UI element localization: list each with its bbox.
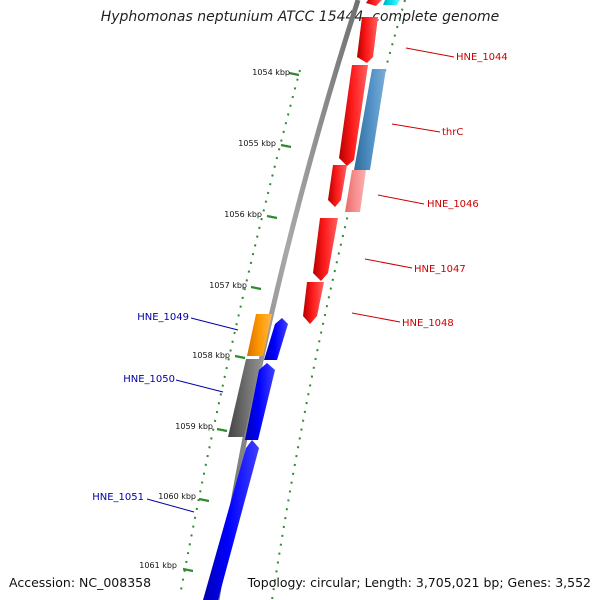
- label-hne-1051: HNE_1051: [92, 492, 144, 503]
- label-leaders: [146, 47, 455, 513]
- tick-1061: [182, 567, 194, 573]
- tick-1060: [198, 497, 210, 503]
- outer-tick-ring: [271, 0, 406, 600]
- inner-tick-ring: [180, 69, 301, 591]
- tick-1055: [280, 143, 292, 149]
- gene-hne-1044-b: [339, 65, 368, 166]
- gene-blue-short: [264, 318, 288, 360]
- ruler-label-1057: 1057 kbp: [209, 281, 247, 290]
- leader-hne-1047: [364, 258, 413, 269]
- ruler-labels: 1054 kbp 1055 kbp 1056 kbp 1057 kbp 1058…: [139, 68, 290, 570]
- gene-hne-1044: [357, 17, 378, 63]
- gene-labels: HNE_1044 thrC HNE_1046 HNE_1047 HNE_1048…: [92, 52, 508, 503]
- leader-hne-1046: [377, 194, 425, 205]
- accession-text: Accession: NC_008358: [9, 575, 152, 590]
- tick-1054: [288, 71, 300, 77]
- label-hne-1044: HNE_1044: [456, 52, 508, 63]
- leader-hne-1051: [146, 498, 195, 513]
- genome-summary-text: Topology: circular; Length: 3,705,021 bp…: [247, 575, 591, 590]
- ruler-major-ticks: [182, 71, 300, 573]
- gene-red-small: [328, 165, 347, 207]
- leader-thrc: [391, 123, 441, 133]
- gene-hne-1048: [303, 282, 324, 324]
- tick-1059: [216, 427, 228, 433]
- gene-red-top-partial: [366, 0, 382, 6]
- reverse-strand-genes: [203, 314, 288, 600]
- tick-1056: [266, 214, 278, 220]
- ruler-label-1054: 1054 kbp: [252, 68, 290, 77]
- gene-blue-mid: [245, 363, 275, 440]
- label-hne-1048: HNE_1048: [402, 318, 454, 329]
- ruler-label-1059: 1059 kbp: [175, 422, 213, 431]
- label-hne-1049: HNE_1049: [137, 312, 189, 323]
- gene-hne-1050: [228, 359, 261, 437]
- leader-hne-1048: [351, 312, 401, 323]
- genome-title: Hyphomonas neptunium ATCC 15444, complet…: [100, 9, 500, 25]
- tick-1057: [250, 285, 262, 291]
- gene-thrc: [354, 69, 386, 170]
- tick-1058: [234, 354, 246, 360]
- leader-hne-1049: [190, 317, 239, 331]
- leader-hne-1044: [405, 47, 455, 58]
- gene-hne-1051: [203, 440, 259, 600]
- leader-hne-1050: [175, 379, 224, 393]
- ruler-label-1060: 1060 kbp: [158, 492, 196, 501]
- gene-hne-1049: [247, 314, 272, 356]
- forward-strand-genes: [303, 0, 400, 324]
- ruler-label-1058: 1058 kbp: [192, 351, 230, 360]
- gene-cyan-partial: [383, 0, 400, 5]
- ruler-label-1056: 1056 kbp: [224, 210, 262, 219]
- gene-hne-1047: [313, 218, 338, 281]
- label-thrc: thrC: [442, 127, 463, 138]
- gene-hne-1046: [345, 170, 366, 212]
- label-hne-1046: HNE_1046: [427, 199, 479, 210]
- label-hne-1047: HNE_1047: [414, 264, 466, 275]
- ruler-label-1055: 1055 kbp: [238, 139, 276, 148]
- label-hne-1050: HNE_1050: [123, 374, 175, 385]
- ruler-label-1061: 1061 kbp: [139, 561, 177, 570]
